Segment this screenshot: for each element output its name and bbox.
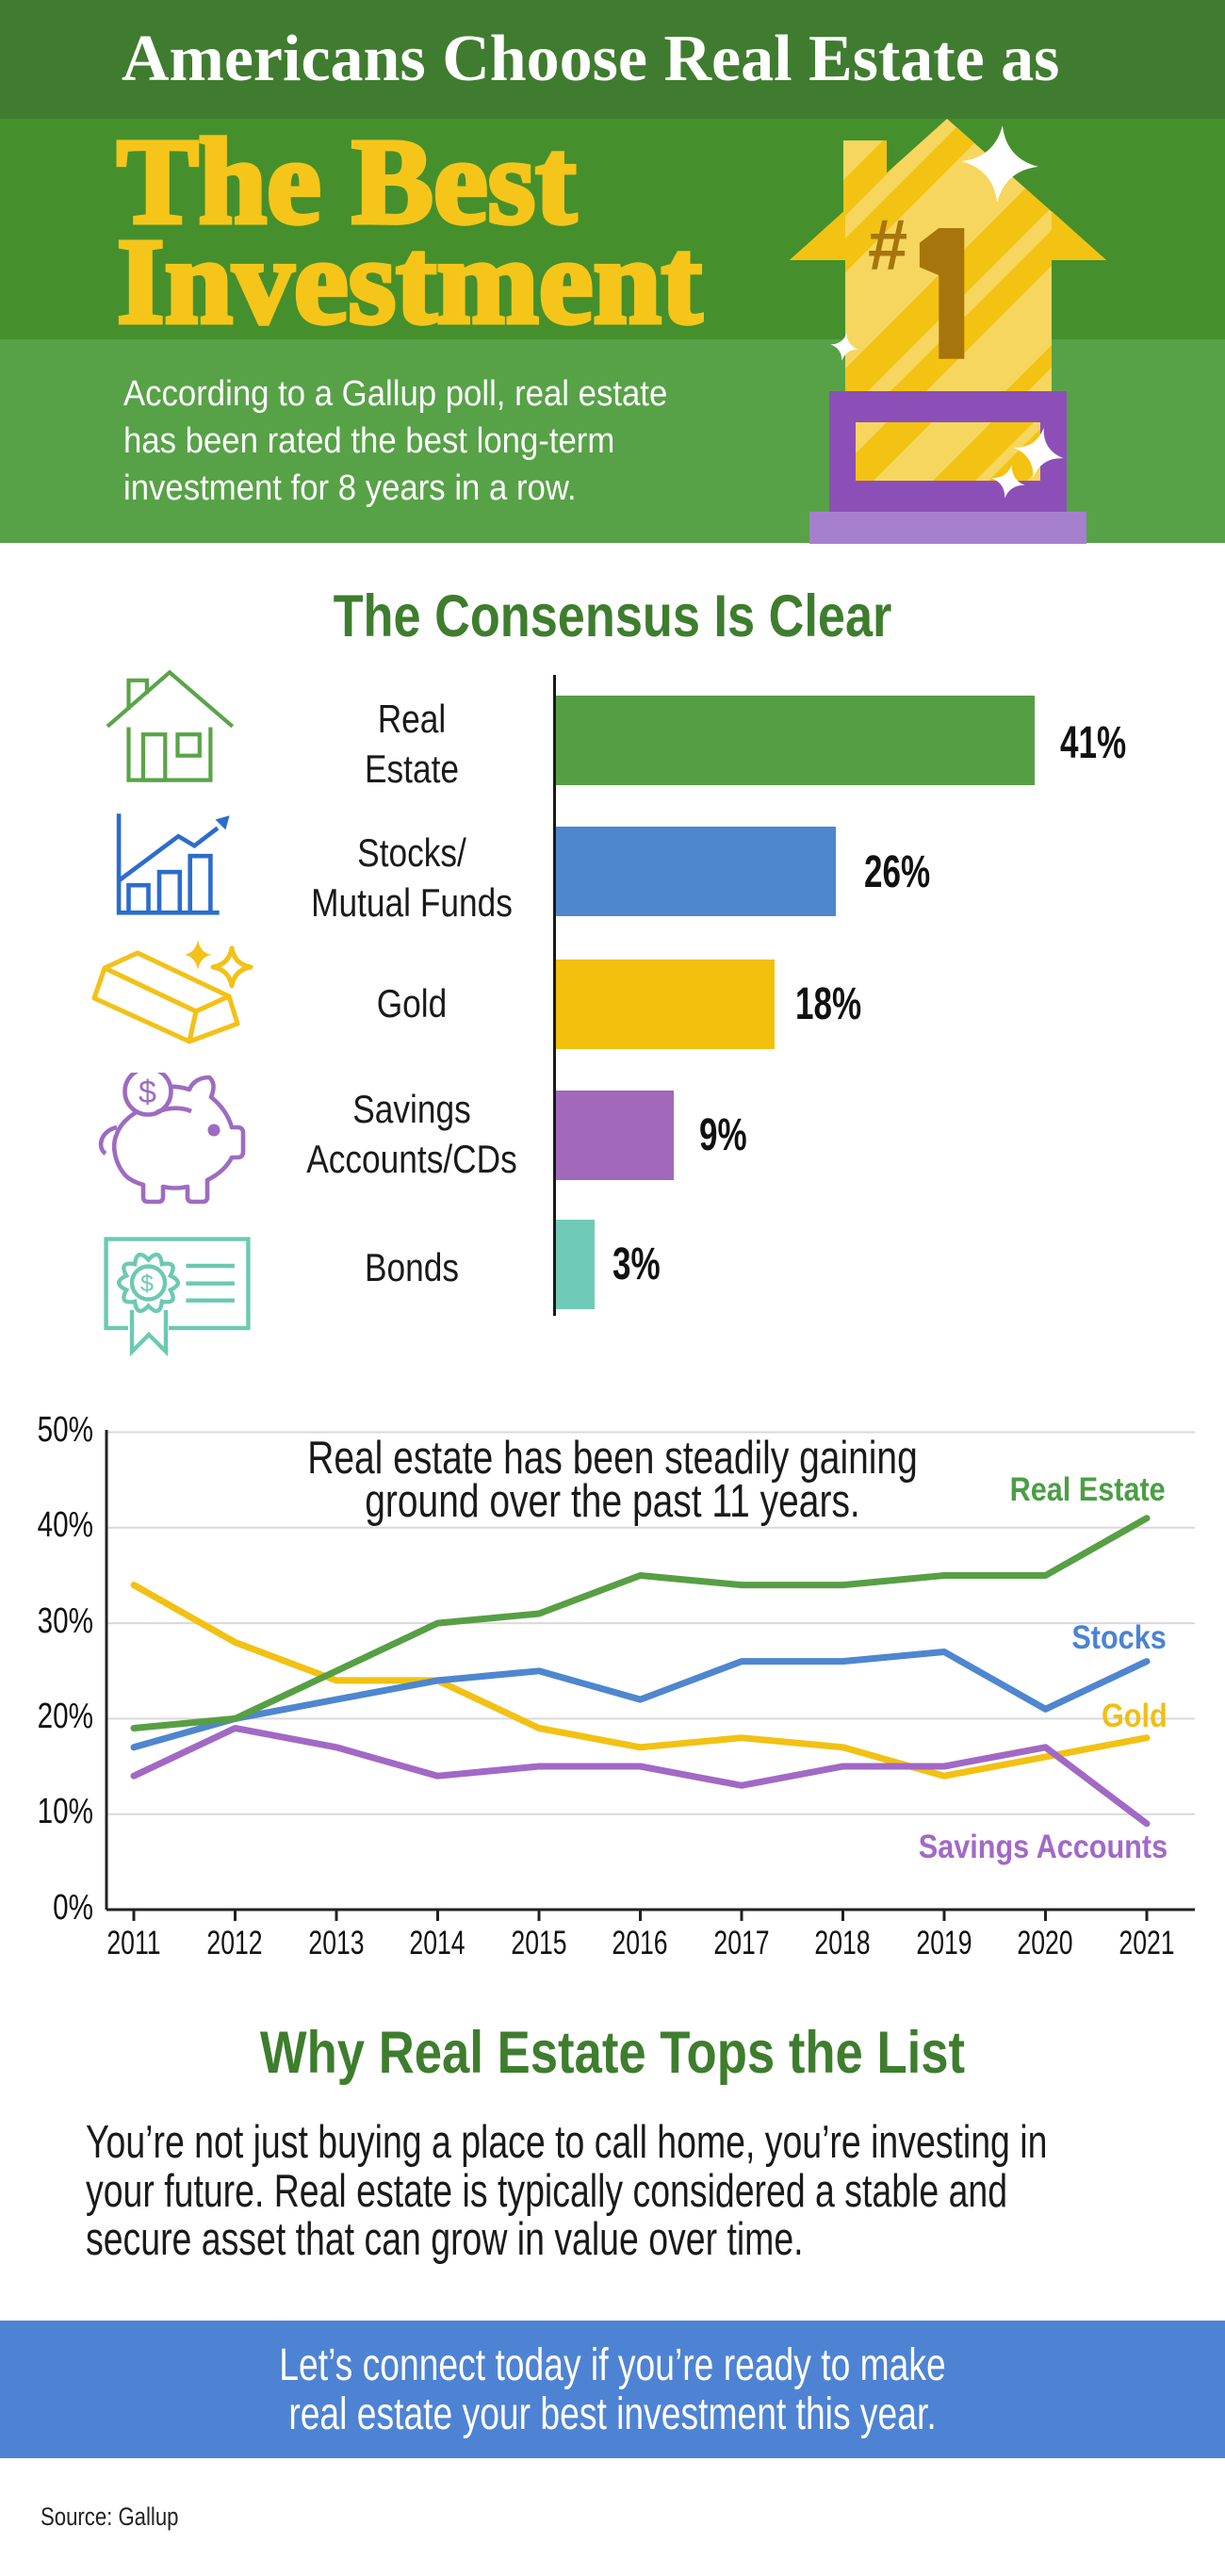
svg-text:$: $: [139, 1075, 156, 1110]
svg-text:#: #: [868, 205, 907, 286]
svg-text:$: $: [140, 1271, 154, 1297]
